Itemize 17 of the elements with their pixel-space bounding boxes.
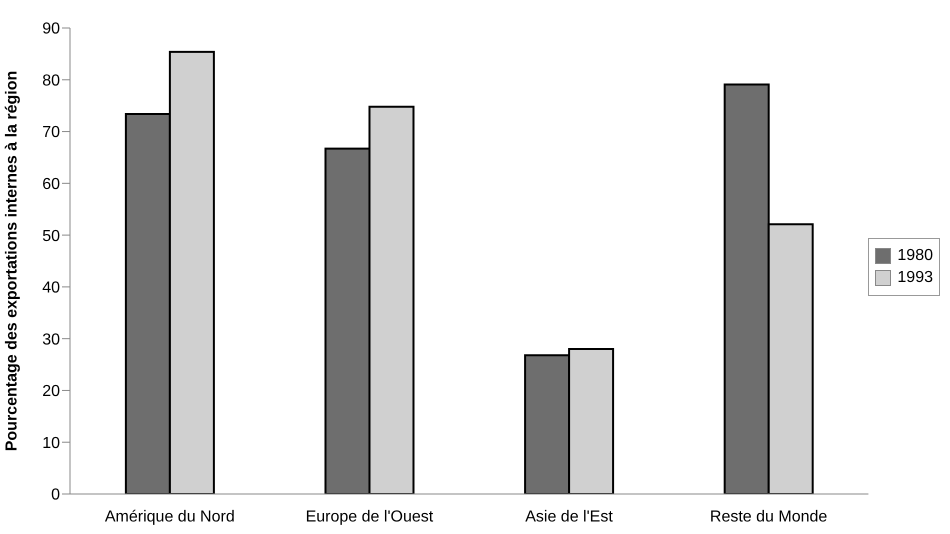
y-tick-label: 0: [51, 486, 60, 504]
x-tick-label: Reste du Monde: [710, 508, 828, 526]
y-tick-label: 40: [42, 280, 60, 297]
y-tick-label: 90: [42, 20, 60, 38]
y-tick-label: 30: [42, 331, 60, 348]
y-tick-label: 50: [42, 228, 60, 245]
x-tick-label: Asie de l'Est: [525, 508, 614, 526]
y-tick-label: 10: [42, 434, 60, 452]
y-tick-label: 80: [42, 72, 60, 90]
y-axis-title: Pourcentage des exportations internes à la région: [4, 70, 21, 452]
x-tick-label: Europe de l'Ouest: [306, 508, 434, 526]
legend-label: 1993: [897, 269, 933, 287]
y-tick-label: 20: [42, 383, 60, 400]
legend-label: 1980: [897, 247, 933, 265]
y-tick-label: 70: [42, 124, 60, 142]
x-tick-label: Amérique du Nord: [104, 508, 235, 526]
y-tick-label: 60: [42, 176, 60, 194]
